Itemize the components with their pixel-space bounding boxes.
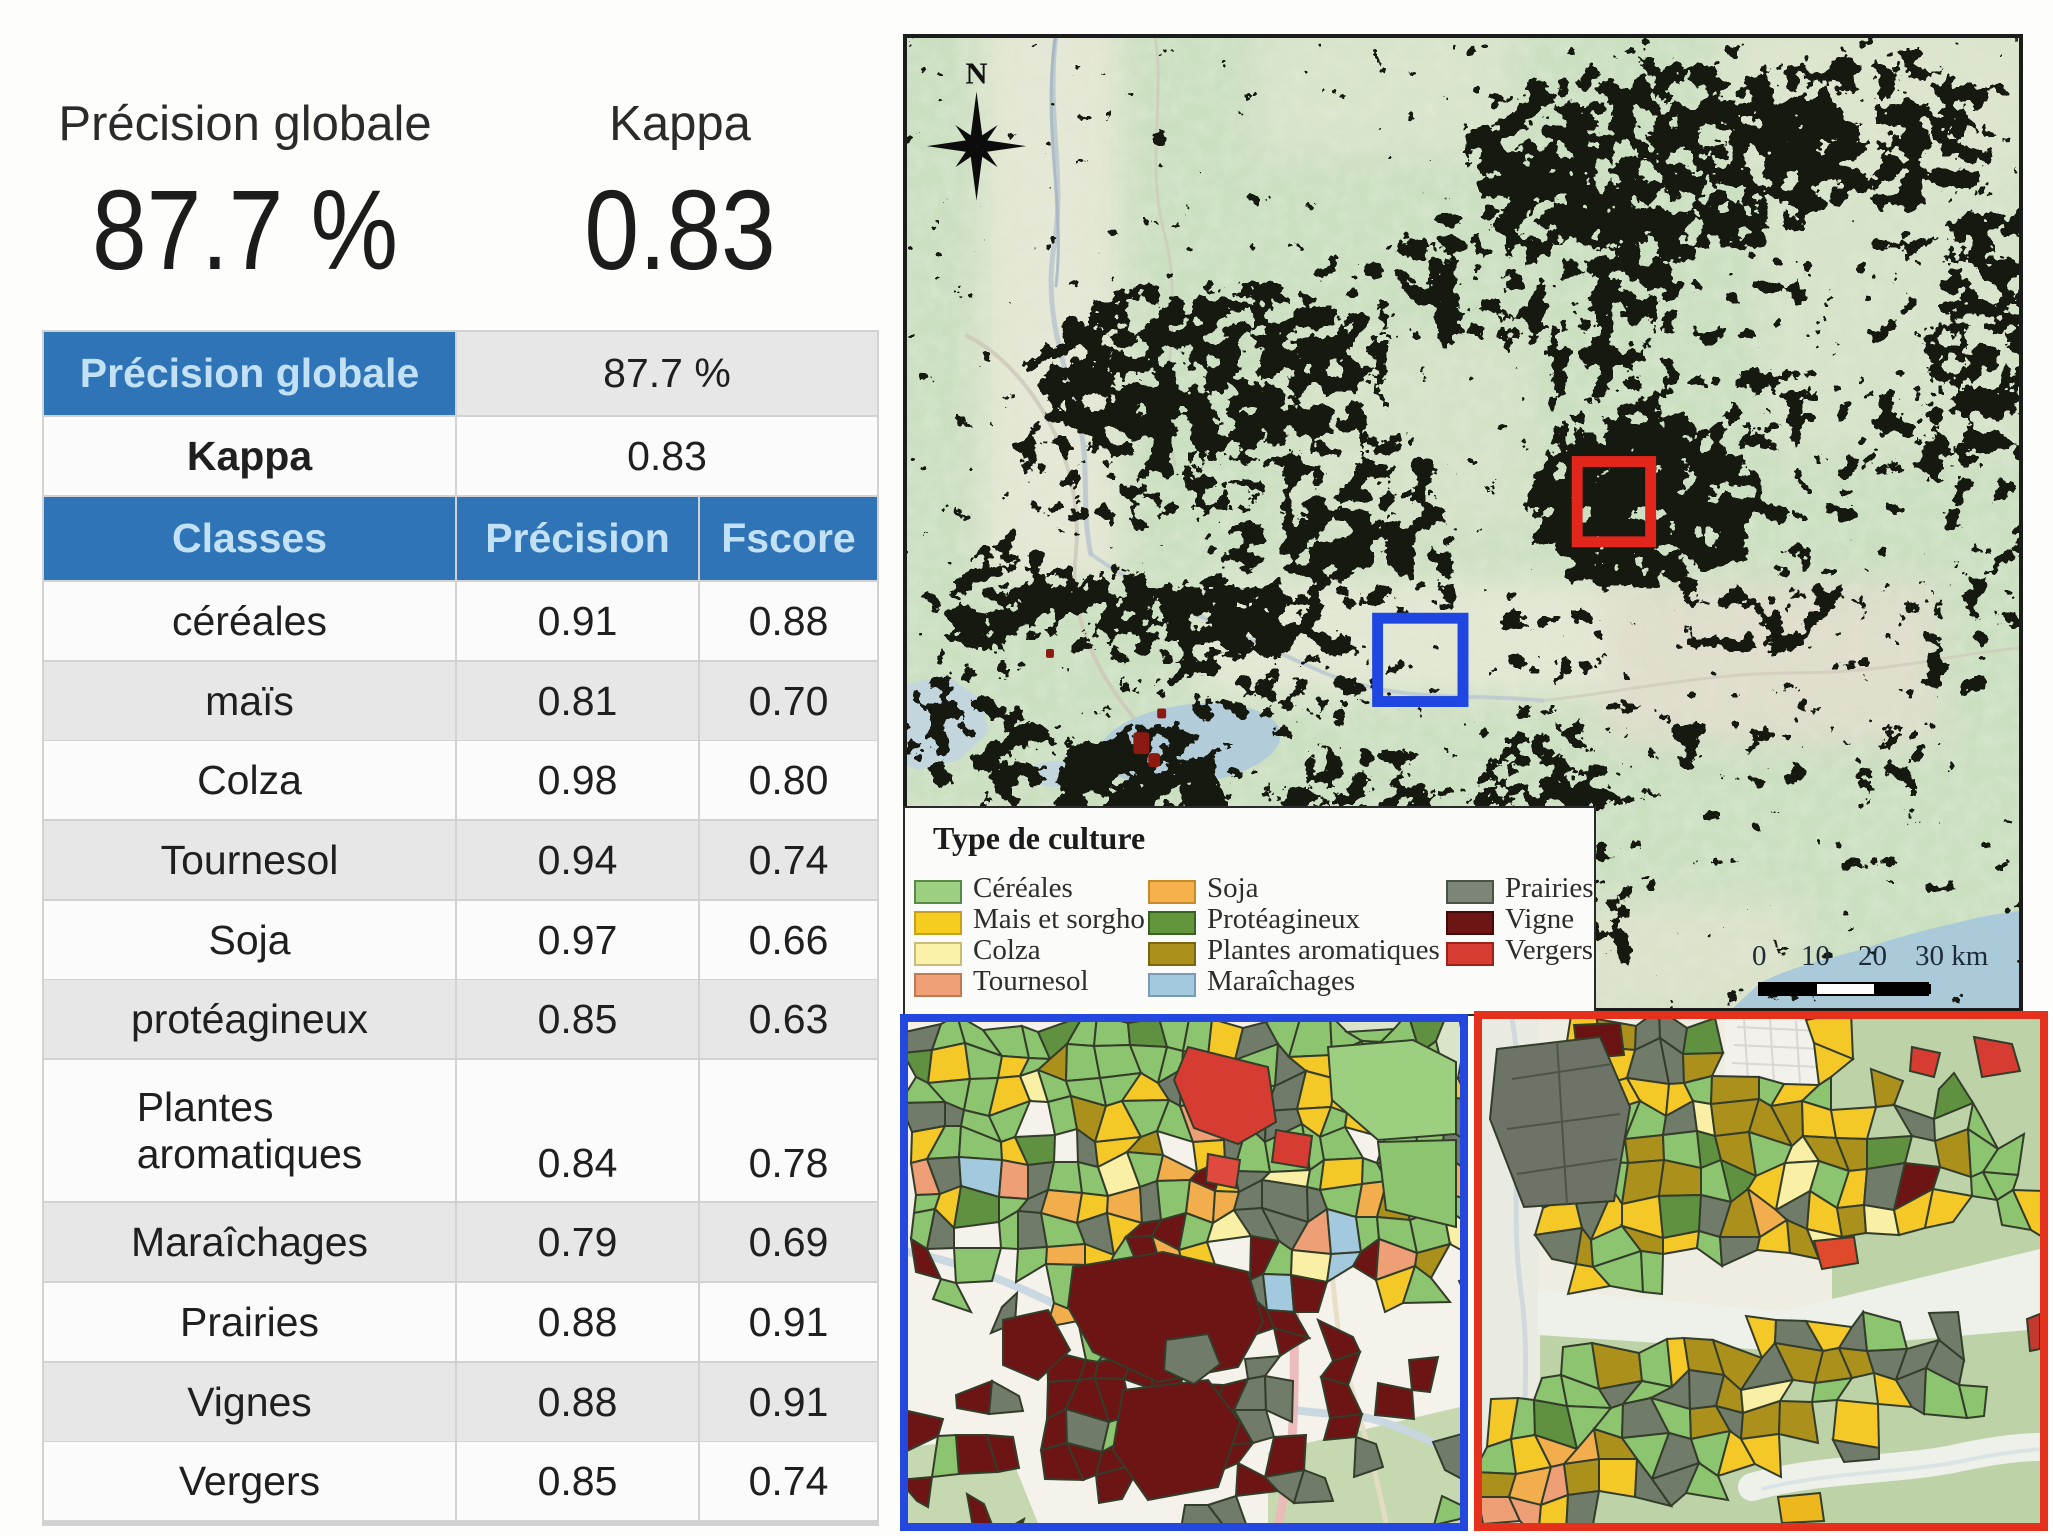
svg-text:N: N: [965, 57, 987, 91]
